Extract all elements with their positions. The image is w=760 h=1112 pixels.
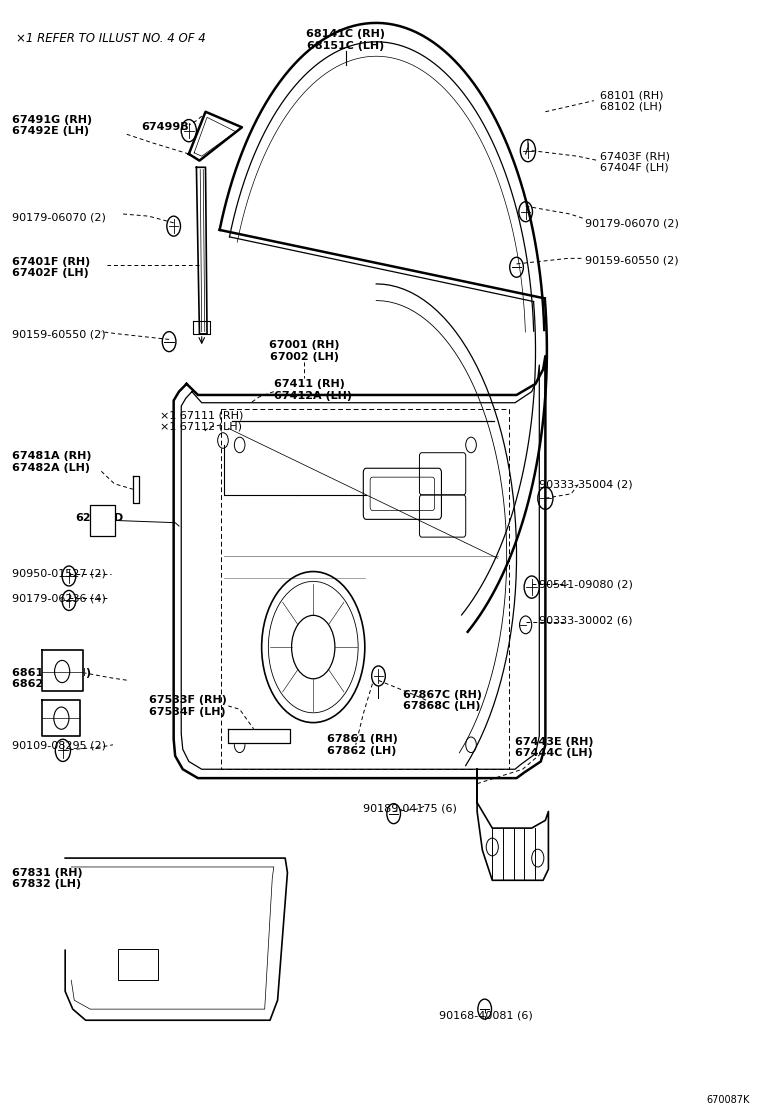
Text: 68141C (RH)
68151C (LH): 68141C (RH) 68151C (LH) bbox=[306, 29, 385, 51]
Text: 90159-60550 (2): 90159-60550 (2) bbox=[12, 329, 106, 339]
Text: 67861 (RH)
67862 (LH): 67861 (RH) 67862 (LH) bbox=[327, 734, 397, 756]
Text: 90179-06070 (2): 90179-06070 (2) bbox=[585, 218, 679, 228]
Polygon shape bbox=[188, 111, 242, 160]
Polygon shape bbox=[196, 167, 207, 334]
Text: 90159-60550 (2): 90159-60550 (2) bbox=[585, 255, 679, 265]
Text: 90541-09080 (2): 90541-09080 (2) bbox=[540, 579, 633, 589]
Text: 67411 (RH)
67412A (LH): 67411 (RH) 67412A (LH) bbox=[274, 379, 352, 400]
Text: 90179-06070 (2): 90179-06070 (2) bbox=[12, 212, 106, 222]
Polygon shape bbox=[134, 476, 139, 503]
Polygon shape bbox=[173, 356, 546, 778]
Polygon shape bbox=[65, 858, 287, 1020]
Text: 90179-06236 (4): 90179-06236 (4) bbox=[12, 594, 106, 604]
Bar bbox=[119, 950, 158, 981]
Text: 67867C (RH)
67868C (LH): 67867C (RH) 67868C (LH) bbox=[403, 689, 482, 712]
Text: 670087K: 670087K bbox=[707, 1094, 750, 1104]
Text: 90168-40081 (6): 90168-40081 (6) bbox=[439, 1010, 533, 1020]
Polygon shape bbox=[43, 701, 81, 736]
Text: 67831 (RH)
67832 (LH): 67831 (RH) 67832 (LH) bbox=[12, 867, 83, 890]
Text: 68610B (RH)
68620 (LH): 68610B (RH) 68620 (LH) bbox=[12, 667, 91, 689]
Text: 67403F (RH)
67404F (LH): 67403F (RH) 67404F (LH) bbox=[600, 151, 670, 172]
Text: 67443E (RH)
67444C (LH): 67443E (RH) 67444C (LH) bbox=[515, 736, 594, 758]
Text: 62939D: 62939D bbox=[75, 513, 123, 523]
Text: 90950-01527 (2): 90950-01527 (2) bbox=[12, 568, 106, 578]
Polygon shape bbox=[228, 729, 290, 743]
Text: ×1 67111 (RH)
×1 67112 (LH): ×1 67111 (RH) ×1 67112 (LH) bbox=[160, 410, 243, 431]
Text: 90333-30002 (6): 90333-30002 (6) bbox=[540, 616, 633, 626]
Text: 67533F (RH)
67534F (LH): 67533F (RH) 67534F (LH) bbox=[149, 695, 226, 717]
Text: 67401F (RH)
67402F (LH): 67401F (RH) 67402F (LH) bbox=[12, 257, 90, 278]
Polygon shape bbox=[43, 651, 83, 692]
Bar bbox=[90, 505, 116, 536]
Text: ×1 REFER TO ILLUST NO. 4 OF 4: ×1 REFER TO ILLUST NO. 4 OF 4 bbox=[16, 32, 206, 44]
Text: 90333-35004 (2): 90333-35004 (2) bbox=[540, 479, 633, 489]
Text: 67481A (RH)
67482A (LH): 67481A (RH) 67482A (LH) bbox=[12, 451, 91, 473]
Text: 67491G (RH)
67492E (LH): 67491G (RH) 67492E (LH) bbox=[12, 115, 92, 136]
Text: 67499B: 67499B bbox=[141, 121, 188, 131]
Text: 68101 (RH)
68102 (LH): 68101 (RH) 68102 (LH) bbox=[600, 90, 663, 111]
Text: 90109-08295 (2): 90109-08295 (2) bbox=[12, 741, 106, 751]
Text: 90189-04175 (6): 90189-04175 (6) bbox=[363, 804, 458, 814]
Text: 67001 (RH)
67002 (LH): 67001 (RH) 67002 (LH) bbox=[269, 340, 340, 361]
Polygon shape bbox=[477, 770, 549, 881]
